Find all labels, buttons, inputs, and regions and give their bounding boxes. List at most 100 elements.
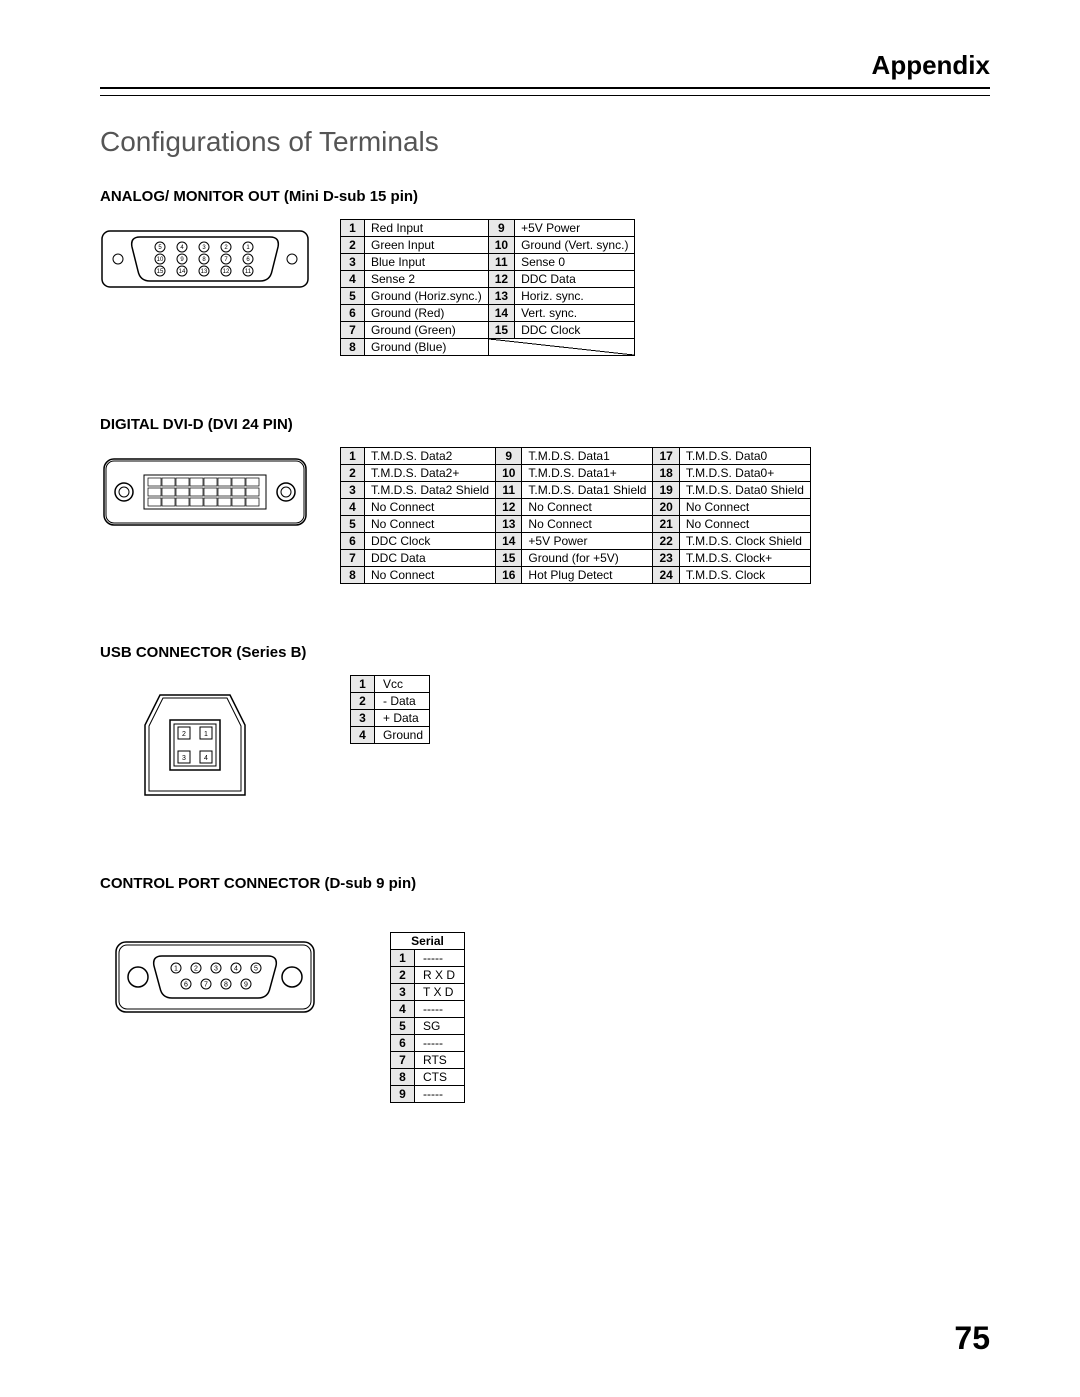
pin-label: RTS bbox=[415, 1052, 465, 1069]
usb-b-diagram: 2 1 3 4 bbox=[130, 675, 260, 815]
pin-num: 18 bbox=[653, 465, 679, 482]
svg-text:3: 3 bbox=[214, 966, 218, 973]
svg-text:8: 8 bbox=[224, 982, 228, 989]
dvi-section: DIGITAL DVI-D (DVI 24 PIN) bbox=[100, 416, 990, 584]
pin-label: DDC Clock bbox=[515, 322, 635, 339]
svg-text:15: 15 bbox=[157, 269, 164, 275]
pin-num: 16 bbox=[496, 567, 522, 584]
pin-label: No Connect bbox=[365, 567, 496, 584]
svg-text:6: 6 bbox=[184, 982, 188, 989]
pin-num: 5 bbox=[341, 288, 365, 305]
control-section: CONTROL PORT CONNECTOR (D-sub 9 pin) 1 2… bbox=[100, 875, 990, 1103]
pin-num: 7 bbox=[341, 322, 365, 339]
pin-num: 13 bbox=[488, 288, 514, 305]
svg-text:4: 4 bbox=[204, 755, 208, 762]
usb-pin-table: 1Vcc2- Data3+ Data4Ground bbox=[350, 675, 430, 744]
pin-label: Ground (Red) bbox=[365, 305, 489, 322]
svg-text:1: 1 bbox=[204, 731, 208, 738]
pin-num: 6 bbox=[341, 305, 365, 322]
pin-label: ----- bbox=[415, 1001, 465, 1018]
dvi-pin-table: 1T.M.D.S. Data29T.M.D.S. Data117T.M.D.S.… bbox=[340, 447, 811, 584]
pin-label: No Connect bbox=[679, 516, 810, 533]
svg-text:2: 2 bbox=[224, 245, 228, 251]
pin-label: No Connect bbox=[679, 499, 810, 516]
pin-num: 4 bbox=[391, 1001, 415, 1018]
page-number: 75 bbox=[954, 1320, 990, 1357]
svg-text:5: 5 bbox=[254, 966, 258, 973]
pin-label: T.M.D.S. Clock+ bbox=[679, 550, 810, 567]
dsub9-diagram: 1 2 3 4 5 6 7 8 9 bbox=[110, 932, 320, 1022]
analog-section: ANALOG/ MONITOR OUT (Mini D-sub 15 pin) … bbox=[100, 188, 990, 356]
pin-num: 5 bbox=[391, 1018, 415, 1035]
svg-text:7: 7 bbox=[224, 257, 228, 263]
pin-num: 8 bbox=[391, 1069, 415, 1086]
pin-num: 1 bbox=[351, 676, 375, 693]
svg-text:2: 2 bbox=[194, 966, 198, 973]
pin-num: 14 bbox=[496, 533, 522, 550]
pin-label: ----- bbox=[415, 1035, 465, 1052]
pin-num: 9 bbox=[391, 1086, 415, 1103]
pin-label: T.M.D.S. Data2 Shield bbox=[365, 482, 496, 499]
dsub15-diagram: 5 4 3 2 1 10 9 8 7 6 15 14 13 12 11 bbox=[100, 219, 310, 299]
pin-label: DDC Data bbox=[515, 271, 635, 288]
pin-num: 22 bbox=[653, 533, 679, 550]
svg-text:13: 13 bbox=[201, 269, 208, 275]
pin-label: Hot Plug Detect bbox=[522, 567, 653, 584]
svg-text:7: 7 bbox=[204, 982, 208, 989]
pin-num: 11 bbox=[488, 254, 514, 271]
pin-num: 19 bbox=[653, 482, 679, 499]
pin-num: 17 bbox=[653, 448, 679, 465]
pin-num: 7 bbox=[391, 1052, 415, 1069]
pin-label: T X D bbox=[415, 984, 465, 1001]
pin-num: 1 bbox=[341, 448, 365, 465]
pin-num: 7 bbox=[341, 550, 365, 567]
svg-text:2: 2 bbox=[182, 731, 186, 738]
pin-num: 6 bbox=[341, 533, 365, 550]
pin-num: 4 bbox=[341, 499, 365, 516]
pin-label: T.M.D.S. Data2+ bbox=[365, 465, 496, 482]
pin-label: + Data bbox=[375, 710, 430, 727]
pin-num: 6 bbox=[391, 1035, 415, 1052]
pin-num: 13 bbox=[496, 516, 522, 533]
dvi-diagram bbox=[100, 447, 310, 537]
pin-label: T.M.D.S. Clock Shield bbox=[679, 533, 810, 550]
pin-num: 20 bbox=[653, 499, 679, 516]
svg-text:14: 14 bbox=[179, 269, 186, 275]
pin-label: R X D bbox=[415, 967, 465, 984]
pin-label: T.M.D.S. Data1 bbox=[522, 448, 653, 465]
pin-label: T.M.D.S. Clock bbox=[679, 567, 810, 584]
pin-label: Ground bbox=[375, 727, 430, 744]
pin-label: Ground (for +5V) bbox=[522, 550, 653, 567]
pin-num: 4 bbox=[341, 271, 365, 288]
pin-label: CTS bbox=[415, 1069, 465, 1086]
analog-title: ANALOG/ MONITOR OUT (Mini D-sub 15 pin) bbox=[100, 188, 990, 205]
pin-num: 8 bbox=[341, 567, 365, 584]
pin-label: Sense 0 bbox=[515, 254, 635, 271]
pin-label: Ground (Horiz.sync.) bbox=[365, 288, 489, 305]
usb-section: USB CONNECTOR (Series B) 2 1 3 4 1Vcc2- … bbox=[100, 644, 990, 815]
pin-num: 10 bbox=[488, 237, 514, 254]
pin-num: 21 bbox=[653, 516, 679, 533]
dvi-title: DIGITAL DVI-D (DVI 24 PIN) bbox=[100, 416, 990, 433]
main-title: Configurations of Terminals bbox=[100, 126, 990, 158]
pin-num: 12 bbox=[488, 271, 514, 288]
pin-num: 15 bbox=[496, 550, 522, 567]
header-rule bbox=[100, 95, 990, 96]
pin-label: No Connect bbox=[522, 516, 653, 533]
pin-label: Blue Input bbox=[365, 254, 489, 271]
pin-label: Red Input bbox=[365, 220, 489, 237]
svg-text:12: 12 bbox=[223, 269, 230, 275]
svg-text:8: 8 bbox=[202, 257, 206, 263]
svg-text:10: 10 bbox=[157, 257, 164, 263]
pin-num: 15 bbox=[488, 322, 514, 339]
pin-label: No Connect bbox=[365, 499, 496, 516]
pin-num: 5 bbox=[341, 516, 365, 533]
svg-text:1: 1 bbox=[246, 245, 250, 251]
pin-label: No Connect bbox=[522, 499, 653, 516]
usb-title: USB CONNECTOR (Series B) bbox=[100, 644, 990, 661]
pin-label: +5V Power bbox=[522, 533, 653, 550]
pin-num: 23 bbox=[653, 550, 679, 567]
pin-label: T.M.D.S. Data1 Shield bbox=[522, 482, 653, 499]
pin-num: 2 bbox=[391, 967, 415, 984]
pin-num: 9 bbox=[496, 448, 522, 465]
